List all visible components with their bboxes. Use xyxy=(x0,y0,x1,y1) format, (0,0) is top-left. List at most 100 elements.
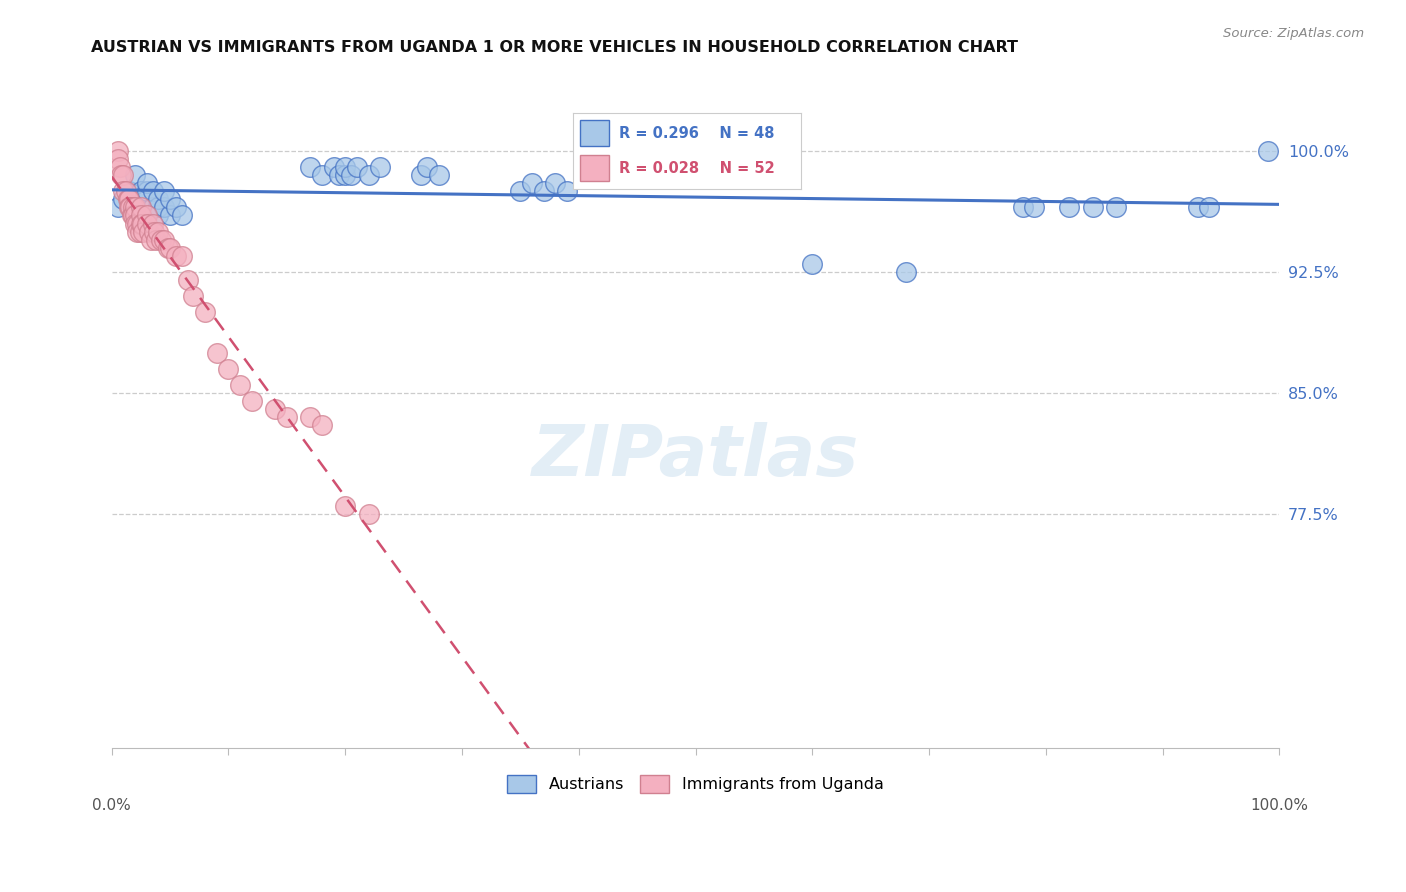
Point xyxy=(124,201,146,215)
Point xyxy=(340,168,363,182)
Point xyxy=(112,168,135,182)
Point xyxy=(165,249,187,263)
Point xyxy=(311,168,333,182)
Point xyxy=(1081,201,1104,215)
Point xyxy=(416,160,439,174)
Text: ZIPatlas: ZIPatlas xyxy=(531,423,859,491)
Point xyxy=(159,192,181,206)
Point xyxy=(135,176,157,190)
Point xyxy=(183,289,205,303)
Point xyxy=(135,217,157,231)
Point xyxy=(194,305,217,319)
Point xyxy=(299,160,322,174)
Point xyxy=(131,217,153,231)
Point xyxy=(142,201,165,215)
Point xyxy=(107,201,129,215)
Point xyxy=(148,209,170,223)
Point xyxy=(129,209,152,223)
Point xyxy=(112,192,135,206)
Point xyxy=(142,225,165,239)
Point xyxy=(127,225,149,239)
Point xyxy=(124,217,146,231)
Point xyxy=(114,184,136,198)
Point xyxy=(129,201,152,215)
Point xyxy=(145,233,167,247)
Point xyxy=(240,394,263,409)
Point xyxy=(110,168,132,182)
Point xyxy=(509,184,531,198)
Point xyxy=(176,273,198,287)
Point xyxy=(124,168,146,182)
Point xyxy=(148,201,170,215)
Point xyxy=(264,402,287,417)
Point xyxy=(124,209,146,223)
Point xyxy=(142,184,165,198)
Point xyxy=(357,168,380,182)
Point xyxy=(357,507,380,521)
Point xyxy=(346,160,368,174)
Point xyxy=(129,217,152,231)
Point xyxy=(128,225,150,239)
Point xyxy=(1059,201,1081,215)
Point xyxy=(148,192,170,206)
Point xyxy=(153,233,176,247)
Point xyxy=(129,201,152,215)
Point xyxy=(555,184,578,198)
Point xyxy=(127,217,149,231)
Point xyxy=(118,192,141,206)
Point xyxy=(149,233,172,247)
Point xyxy=(1105,201,1128,215)
Point xyxy=(148,225,170,239)
Point xyxy=(135,192,157,206)
Point xyxy=(322,160,344,174)
Point xyxy=(299,410,322,425)
Legend: Austrians, Immigrants from Uganda: Austrians, Immigrants from Uganda xyxy=(501,768,890,799)
Point xyxy=(132,225,155,239)
Point xyxy=(141,233,163,247)
Point xyxy=(129,184,152,198)
Point xyxy=(120,201,142,215)
Point xyxy=(311,418,333,433)
Point xyxy=(135,184,157,198)
Point xyxy=(159,241,181,255)
Point xyxy=(411,168,433,182)
Text: 0.0%: 0.0% xyxy=(93,797,131,813)
Point xyxy=(118,184,141,198)
Point xyxy=(801,257,824,271)
Point xyxy=(205,345,228,359)
Point xyxy=(894,265,917,279)
Point xyxy=(121,209,143,223)
Point xyxy=(533,184,555,198)
Point xyxy=(1257,144,1279,158)
Point xyxy=(165,201,187,215)
Point xyxy=(368,160,391,174)
Point xyxy=(276,410,298,425)
Point xyxy=(138,225,160,239)
Point xyxy=(118,201,141,215)
Point xyxy=(229,378,252,392)
Point xyxy=(335,168,357,182)
Point xyxy=(218,361,240,376)
Point xyxy=(335,499,357,513)
Point xyxy=(135,209,157,223)
Point xyxy=(112,184,135,198)
Text: AUSTRIAN VS IMMIGRANTS FROM UGANDA 1 OR MORE VEHICLES IN HOUSEHOLD CORRELATION C: AUSTRIAN VS IMMIGRANTS FROM UGANDA 1 OR … xyxy=(91,40,1018,55)
Point xyxy=(335,160,357,174)
Text: 100.0%: 100.0% xyxy=(1250,797,1309,813)
Point xyxy=(1187,201,1209,215)
Point xyxy=(107,144,129,158)
Point xyxy=(153,201,176,215)
Point xyxy=(156,241,179,255)
Point xyxy=(520,176,543,190)
Point xyxy=(328,168,350,182)
Text: Source: ZipAtlas.com: Source: ZipAtlas.com xyxy=(1223,27,1364,40)
Point xyxy=(1011,201,1033,215)
Point xyxy=(121,201,143,215)
Point xyxy=(1198,201,1220,215)
Point xyxy=(170,249,193,263)
Point xyxy=(142,217,165,231)
Point xyxy=(427,168,450,182)
Point xyxy=(544,176,567,190)
Point xyxy=(153,184,176,198)
Point xyxy=(117,192,139,206)
